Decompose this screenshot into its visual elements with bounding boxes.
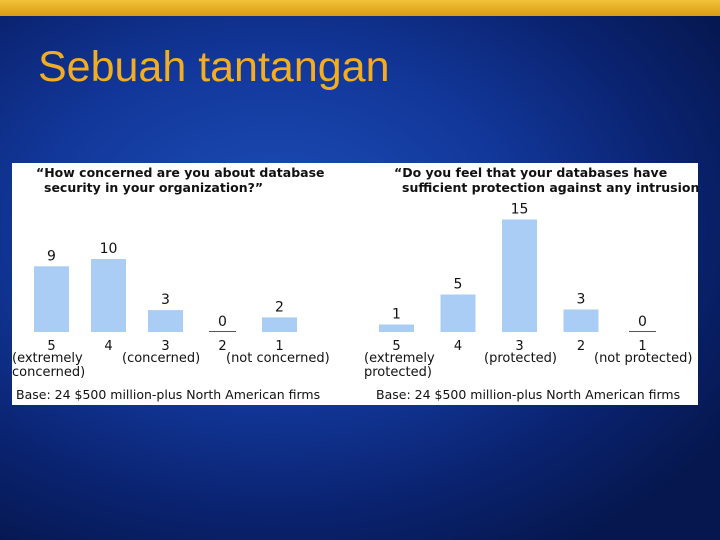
chart-1-tick-label-5: 5 xyxy=(47,339,55,354)
chart-1-value-label-3: 3 xyxy=(161,292,170,308)
chart-2-descriptor-3-line-1: (protected) xyxy=(484,351,557,366)
chart-2-descriptor-1-line-1: (extremely xyxy=(364,351,435,366)
chart-1-title-line-1: “How concerned are you about database xyxy=(36,165,325,180)
chart-2-descriptor-5-line-1: (not protected) xyxy=(594,351,692,366)
chart-2-tick-label-5: 5 xyxy=(392,339,400,354)
chart-2-value-label-4: 5 xyxy=(454,277,463,293)
chart-1-title-line-2: security in your organization?” xyxy=(44,180,263,195)
chart-1-value-label-4: 10 xyxy=(100,241,118,257)
chart-2-bar-3 xyxy=(502,219,537,332)
chart-2-value-label-1: 0 xyxy=(638,314,647,330)
chart-1-descriptor-3-line-1: (concerned) xyxy=(122,351,200,366)
chart-2-value-label-3: 15 xyxy=(511,202,529,218)
chart-2-value-label-2: 3 xyxy=(577,292,586,308)
chart-1-value-label-1: 2 xyxy=(275,299,284,315)
top-accent-bar xyxy=(0,0,720,16)
chart-1-descriptor-1-line-2: concerned) xyxy=(12,365,85,380)
chart-1-tick-label-4: 4 xyxy=(104,339,112,354)
chart-2-descriptor-1-line-2: protected) xyxy=(364,365,432,380)
chart-2-bar-4 xyxy=(440,294,476,332)
chart-2-base-text: Base: 24 $500 million-plus North America… xyxy=(376,387,680,402)
chart-1-value-label-2: 0 xyxy=(218,314,227,330)
chart-1-descriptor-5-line-1: (not concerned) xyxy=(226,351,330,366)
chart-2-title-line-2: sufficient protection against any intrus… xyxy=(402,180,698,195)
chart-1-bar-5 xyxy=(34,266,69,332)
chart-1-bar-3 xyxy=(148,310,183,332)
survey-charts: “How concerned are you about databasesec… xyxy=(12,165,698,402)
chart-2-tick-label-4: 4 xyxy=(454,339,462,354)
chart-1-value-label-5: 9 xyxy=(47,248,56,264)
chart-1-bar-1 xyxy=(262,317,297,332)
chart-1-tick-label-1: 1 xyxy=(275,339,283,354)
chart-1-tick-label-2: 2 xyxy=(218,339,226,354)
chart-2-bar-2 xyxy=(563,309,599,332)
chart-1-bar-4 xyxy=(91,259,126,332)
chart-1-descriptor-1-line-1: (extremely xyxy=(12,351,83,366)
chart-2-tick-label-3: 3 xyxy=(515,339,523,354)
chart-panel: “How concerned are you about database sec… xyxy=(12,163,698,405)
chart-1-base-text: Base: 24 $500 million-plus North America… xyxy=(16,387,320,402)
chart-1-tick-label-3: 3 xyxy=(161,339,169,354)
slide-title: Sebuah tantangan xyxy=(38,43,390,91)
chart-2-tick-label-1: 1 xyxy=(638,339,646,354)
chart-2-tick-label-2: 2 xyxy=(577,339,585,354)
chart-2-title-line-1: “Do you feel that your databases have xyxy=(394,165,667,180)
chart-2-bar-5 xyxy=(379,324,414,332)
chart-2-value-label-5: 1 xyxy=(392,307,401,323)
